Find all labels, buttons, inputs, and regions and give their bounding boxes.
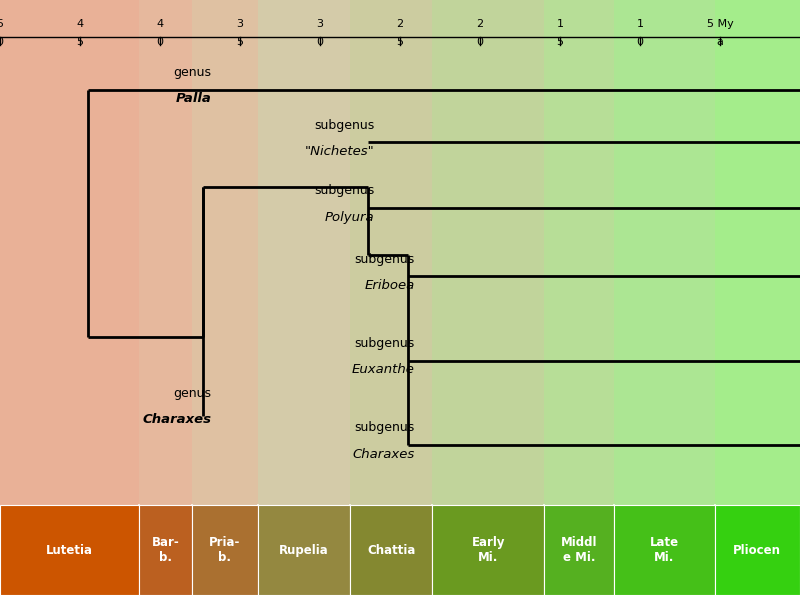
Text: subgenus: subgenus — [354, 421, 414, 434]
Text: 3: 3 — [237, 19, 243, 29]
Bar — [432, 0, 545, 595]
Text: 2: 2 — [477, 19, 483, 29]
Bar — [714, 0, 800, 595]
Text: 5 My: 5 My — [706, 19, 734, 29]
Bar — [258, 0, 350, 595]
Bar — [192, 0, 258, 595]
Bar — [614, 0, 714, 595]
Text: Pliocen: Pliocen — [734, 544, 782, 557]
Bar — [545, 0, 614, 595]
Text: Pria-
b.: Pria- b. — [209, 536, 241, 564]
Text: subgenus: subgenus — [314, 118, 374, 131]
Bar — [614, 506, 714, 595]
Bar — [714, 506, 800, 595]
Text: 5: 5 — [557, 37, 563, 47]
Bar — [139, 0, 192, 595]
Bar — [192, 0, 258, 595]
Text: Palla: Palla — [175, 92, 211, 105]
Text: Eriboea: Eriboea — [364, 279, 414, 292]
Text: subgenus: subgenus — [314, 184, 374, 198]
Bar — [545, 506, 614, 595]
Bar — [350, 0, 432, 595]
Text: Charaxes: Charaxes — [142, 414, 211, 427]
Text: 4: 4 — [157, 19, 163, 29]
Text: Bar-
b.: Bar- b. — [152, 536, 179, 564]
Text: genus: genus — [174, 66, 211, 79]
Text: Euxanthe: Euxanthe — [351, 364, 414, 376]
Bar — [139, 506, 192, 595]
Text: Polyura: Polyura — [325, 211, 374, 224]
Text: Charaxes: Charaxes — [352, 447, 414, 461]
Text: 0: 0 — [637, 37, 643, 47]
Text: 5: 5 — [397, 37, 403, 47]
Text: 5: 5 — [0, 19, 3, 29]
Bar — [0, 506, 139, 595]
Bar — [192, 506, 258, 595]
Text: 0: 0 — [0, 37, 3, 47]
Bar — [614, 0, 714, 595]
Text: Middl
e Mi.: Middl e Mi. — [561, 536, 598, 564]
Text: 0: 0 — [317, 37, 323, 47]
Bar — [258, 0, 350, 595]
Bar — [350, 0, 432, 595]
Bar — [350, 506, 432, 595]
Text: 4: 4 — [77, 19, 83, 29]
Text: 5: 5 — [237, 37, 243, 47]
Bar — [139, 0, 192, 595]
Text: Lutetia: Lutetia — [46, 544, 93, 557]
Text: 0: 0 — [477, 37, 483, 47]
Text: 0: 0 — [157, 37, 163, 47]
Text: 1: 1 — [637, 19, 643, 29]
Text: Early
Mi.: Early Mi. — [471, 536, 505, 564]
Bar — [258, 506, 350, 595]
Text: Late
Mi.: Late Mi. — [650, 536, 679, 564]
Bar — [714, 0, 800, 595]
Text: Rupelia: Rupelia — [279, 544, 329, 557]
Text: subgenus: subgenus — [354, 253, 414, 266]
Text: 5: 5 — [77, 37, 83, 47]
Bar — [432, 506, 545, 595]
Text: 1: 1 — [557, 19, 563, 29]
Text: "Nichetes": "Nichetes" — [305, 145, 374, 158]
Text: 2: 2 — [397, 19, 403, 29]
Text: subgenus: subgenus — [354, 337, 414, 350]
Bar — [0, 0, 139, 595]
Text: genus: genus — [174, 387, 211, 400]
Text: a: a — [717, 37, 723, 47]
Text: 3: 3 — [317, 19, 323, 29]
Bar — [0, 0, 139, 595]
Text: Chattia: Chattia — [367, 544, 415, 557]
Bar — [545, 0, 614, 595]
Bar — [432, 0, 545, 595]
